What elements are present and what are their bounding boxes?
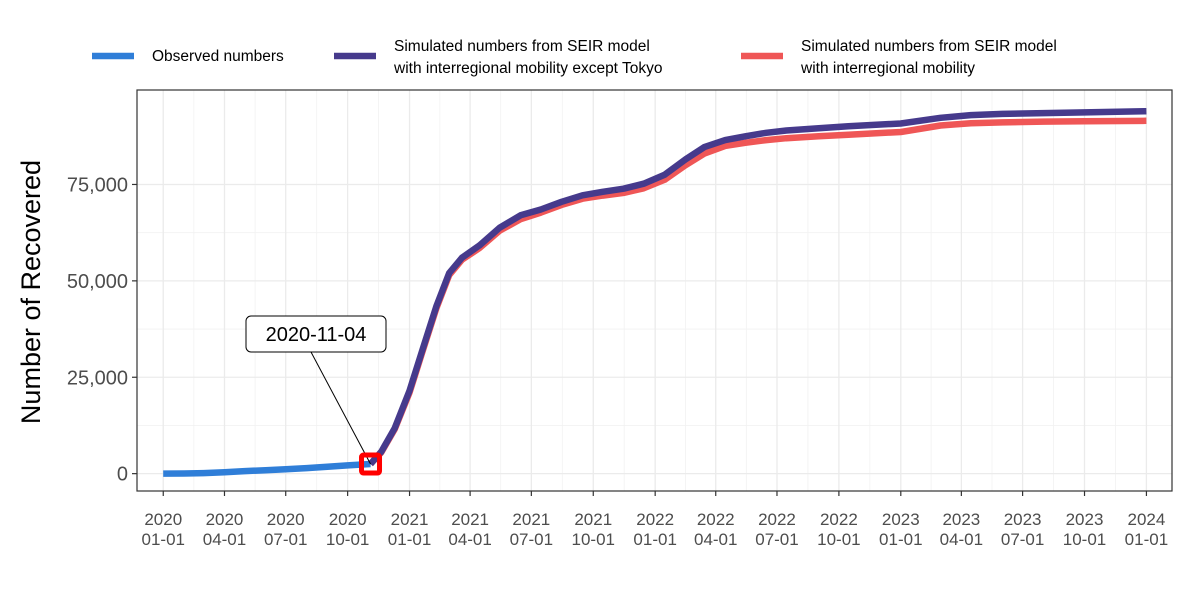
x-tick-label-date: 01-01	[1125, 530, 1168, 549]
x-tick-label-year: 2020	[144, 510, 182, 529]
annotation: 2020-11-04	[245, 315, 387, 476]
legend-label-2: Simulated numbers from SEIR model	[801, 38, 1057, 55]
x-tick-label-year: 2020	[206, 510, 244, 529]
x-tick-label-year: 2022	[697, 510, 735, 529]
y-tick-label: 25,000	[67, 367, 128, 389]
series-line-0	[163, 460, 371, 477]
x-tick-label-date: 10-01	[572, 530, 615, 549]
x-tick-label-date: 04-01	[448, 530, 491, 549]
legend-label-1-line2: with interregional mobility except Tokyo	[393, 60, 663, 77]
x-tick-label-year: 2023	[882, 510, 920, 529]
x-tick-label-year: 2021	[391, 510, 429, 529]
x-tick-label-year: 2023	[942, 510, 980, 529]
x-tick-label-year: 2021	[512, 510, 550, 529]
annotation-leader-line	[310, 351, 371, 465]
plot-border	[136, 89, 1173, 492]
x-tick-label-date: 01-01	[633, 530, 676, 549]
x-tick-label-date: 10-01	[1063, 530, 1106, 549]
x-tick-label-year: 2023	[1066, 510, 1104, 529]
x-axis: 202001-01202004-01202007-01202010-012021…	[142, 491, 1168, 549]
x-tick-label-date: 07-01	[264, 530, 307, 549]
legend-label-1: Simulated numbers from SEIR model	[394, 38, 650, 55]
series-line-2	[368, 107, 1147, 467]
legend-label-0: Observed numbers	[152, 48, 284, 65]
plot-panel	[137, 90, 1172, 491]
x-tick-label-year: 2021	[574, 510, 612, 529]
x-tick-label-date: 07-01	[755, 530, 798, 549]
y-axis: 0 25,000 50,000 75,000	[67, 174, 137, 486]
x-tick-label-year: 2020	[329, 510, 367, 529]
x-tick-label-year: 2022	[636, 510, 674, 529]
y-tick-label: 50,000	[67, 271, 128, 293]
x-tick-label-year: 2020	[267, 510, 305, 529]
x-tick-label-date: 01-01	[142, 530, 185, 549]
annotation-label-box	[245, 315, 387, 353]
x-tick-label-date: 10-01	[817, 530, 860, 549]
x-tick-label-year: 2022	[758, 510, 796, 529]
x-tick-label-date: 04-01	[694, 530, 737, 549]
x-tick-label-date: 10-01	[326, 530, 369, 549]
x-tick-label-date: 04-01	[940, 530, 983, 549]
x-tick-label-date: 04-01	[203, 530, 246, 549]
x-tick-label-year: 2023	[1004, 510, 1042, 529]
annotation-label: 2020-11-04	[266, 324, 367, 346]
x-tick-label-date: 07-01	[1001, 530, 1044, 549]
x-tick-label-date: 01-01	[388, 530, 431, 549]
annotation-marker	[359, 452, 383, 476]
y-tick-label: 0	[117, 464, 128, 486]
x-tick-label-year: 2024	[1128, 510, 1166, 529]
series-layer	[163, 107, 1147, 477]
minor-gridlines	[137, 90, 1172, 491]
major-gridlines	[137, 90, 1172, 491]
x-tick-label-date: 07-01	[510, 530, 553, 549]
y-axis-title: Number of Recovered	[16, 160, 46, 424]
x-tick-label-year: 2022	[820, 510, 858, 529]
legend-label-2-line2: with interregional mobility	[800, 60, 975, 77]
legend: Observed numbers Simulated numbers from S…	[92, 38, 1057, 77]
y-tick-label: 75,000	[67, 174, 128, 196]
x-tick-label-year: 2021	[451, 510, 489, 529]
x-tick-label-date: 01-01	[879, 530, 922, 549]
